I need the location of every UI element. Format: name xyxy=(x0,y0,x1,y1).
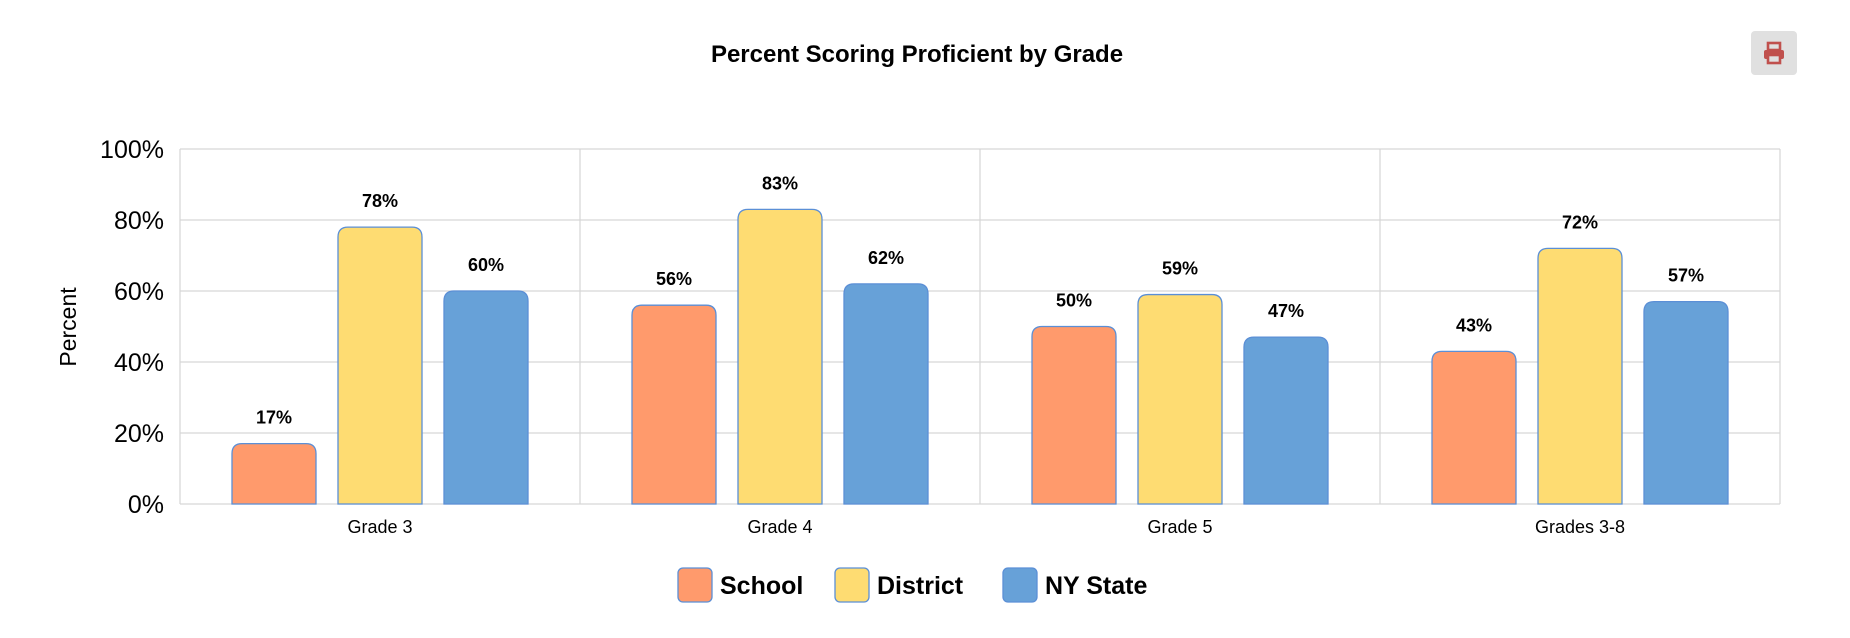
data-label: 62% xyxy=(868,248,904,268)
data-label: 57% xyxy=(1668,266,1704,286)
legend-label: District xyxy=(877,572,964,600)
bars-layer xyxy=(231,208,1729,505)
legend-label: NY State xyxy=(1045,572,1147,600)
x-tick-label: Grade 3 xyxy=(347,517,412,537)
bar-school-4[interactable] xyxy=(1431,350,1517,505)
legend-swatch xyxy=(1002,567,1038,603)
legend-label: School xyxy=(720,572,803,600)
y-tick-label: 0% xyxy=(128,491,164,519)
bar-ny-state-2[interactable] xyxy=(843,283,929,505)
bar-ny-state-1[interactable] xyxy=(443,290,529,505)
chart-title: Percent Scoring Proficient by Grade xyxy=(711,41,1123,68)
legend-swatch xyxy=(834,567,870,603)
print-button[interactable] xyxy=(1751,31,1797,75)
y-tick-label: 100% xyxy=(100,136,164,164)
bar-ny-state-3[interactable] xyxy=(1243,336,1329,505)
bar-ny-state-4[interactable] xyxy=(1643,301,1729,505)
legend-item-school[interactable]: School xyxy=(677,567,803,603)
legend-item-ny-state[interactable]: NY State xyxy=(1002,567,1147,603)
data-label: 78% xyxy=(362,191,398,211)
legend-swatch xyxy=(677,567,713,603)
data-label: 59% xyxy=(1162,259,1198,279)
bar-school-1[interactable] xyxy=(231,443,317,505)
data-label: 56% xyxy=(656,269,692,289)
data-label: 43% xyxy=(1456,315,1492,335)
data-label: 50% xyxy=(1056,291,1092,311)
y-axis-label: Percent xyxy=(55,287,81,367)
data-label: 60% xyxy=(468,255,504,275)
legend[interactable]: School District NY State xyxy=(677,567,1147,603)
y-tick-label: 80% xyxy=(114,207,164,235)
y-tick-label: 20% xyxy=(114,420,164,448)
data-label: 83% xyxy=(762,173,798,193)
x-tick-label: Grade 5 xyxy=(1147,517,1212,537)
y-tick-label: 40% xyxy=(114,349,164,377)
y-tick-label: 60% xyxy=(114,278,164,306)
data-label: 72% xyxy=(1562,212,1598,232)
bar-district-3[interactable] xyxy=(1137,293,1223,505)
bar-district-2[interactable] xyxy=(737,208,823,505)
x-tick-label: Grades 3-8 xyxy=(1535,517,1625,537)
x-tick-label: Grade 4 xyxy=(747,517,812,537)
labels-layer: 0% 20% 40% 60% 80% 100% 17% 78% 60% Grade 3 56% 83%… xyxy=(100,136,1704,537)
bar-school-2[interactable] xyxy=(631,304,717,505)
data-label: 17% xyxy=(256,408,292,428)
legend-item-district[interactable]: District xyxy=(834,567,964,603)
bar-school-3[interactable] xyxy=(1031,325,1117,505)
printer-icon xyxy=(1761,40,1787,66)
bar-district-4[interactable] xyxy=(1537,247,1623,505)
data-label: 47% xyxy=(1268,301,1304,321)
bar-district-1[interactable] xyxy=(337,226,423,505)
